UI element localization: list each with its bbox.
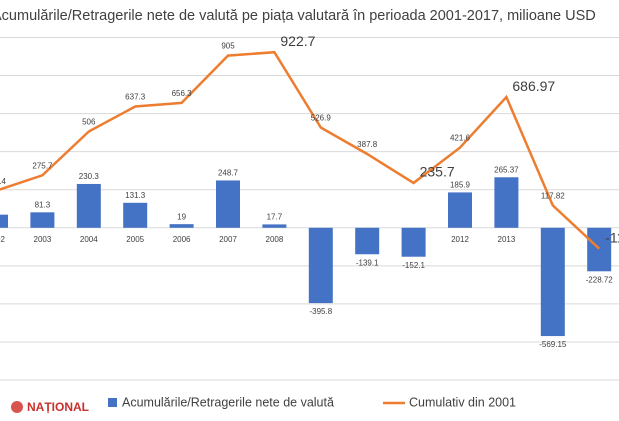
bar-value-label: -569.15 [539,340,567,349]
line-value-label: 922.7 [280,33,315,49]
bar [540,227,565,337]
legend-label: Cumulativ din 2001 [409,395,516,409]
bar [123,202,148,228]
chart-title: Acumulările/Retragerile nete de valută p… [0,8,596,24]
bar-value-label: -395.8 [309,307,332,316]
bar-value-label: 81.3 [35,200,51,209]
line-value-label: 637.3 [125,93,146,102]
legend-label: Acumulările/Retragerile nete de valută [122,395,334,409]
line-value-label: 387.8 [357,140,378,149]
line-value-label: 235.7 [420,164,455,180]
bar [76,183,101,228]
bar [448,192,472,228]
line-value-label: 526.9 [311,114,332,123]
x-tick-label: 2005 [126,235,144,244]
bar-value-label: 69 [0,203,1,212]
x-tick-label: 2013 [498,235,516,244]
x-tick-label: 2006 [173,235,191,244]
bar-value-label: 230.3 [79,172,100,181]
bar [401,227,426,257]
watermark-logo: NAȚIONAL [11,400,89,414]
bar-value-label: -152.1 [402,261,425,270]
x-tick-label: 2004 [80,235,98,244]
line-value-label: 506 [82,118,96,127]
cumulative-line [0,50,601,250]
bar [30,212,55,228]
line-value-label: 686.97 [512,78,555,94]
line-value-label: 117.82 [541,191,565,200]
bar-value-label: 248.7 [218,169,239,178]
bar [262,224,287,228]
line-value-label: 905 [221,42,235,51]
bar-value-label: -139.1 [356,258,379,267]
bar-value-label: -228.72 [586,275,614,284]
bar [308,227,333,304]
x-tick-label: 2002 [0,235,5,244]
x-tick-label: 2008 [266,235,284,244]
bar-value-label: 265.37 [494,165,519,174]
bar [494,177,519,228]
bar [587,227,612,272]
bar [216,180,240,228]
line-value-label: 275.7 [32,161,53,170]
bar-value-label: 131.3 [125,191,146,200]
bar [0,214,8,228]
logo-text: NAȚIONAL [27,400,89,414]
bar-value-label: 185.9 [450,181,471,190]
line-value-label: -110 [605,229,619,245]
bar-value-label: 17.7 [267,213,283,222]
bar-value-label: 19 [177,212,186,221]
logo-icon [11,401,23,413]
legend-swatch [108,398,117,407]
line-value-label: 194.4 [0,177,7,186]
x-tick-label: 2007 [219,235,237,244]
x-tick-label: 2003 [34,235,52,244]
line-value-label: 421.6 [450,134,471,143]
bar [169,224,194,228]
line-value-label: 656.3 [172,89,193,98]
bar [355,227,380,255]
x-tick-label: 2012 [451,235,469,244]
